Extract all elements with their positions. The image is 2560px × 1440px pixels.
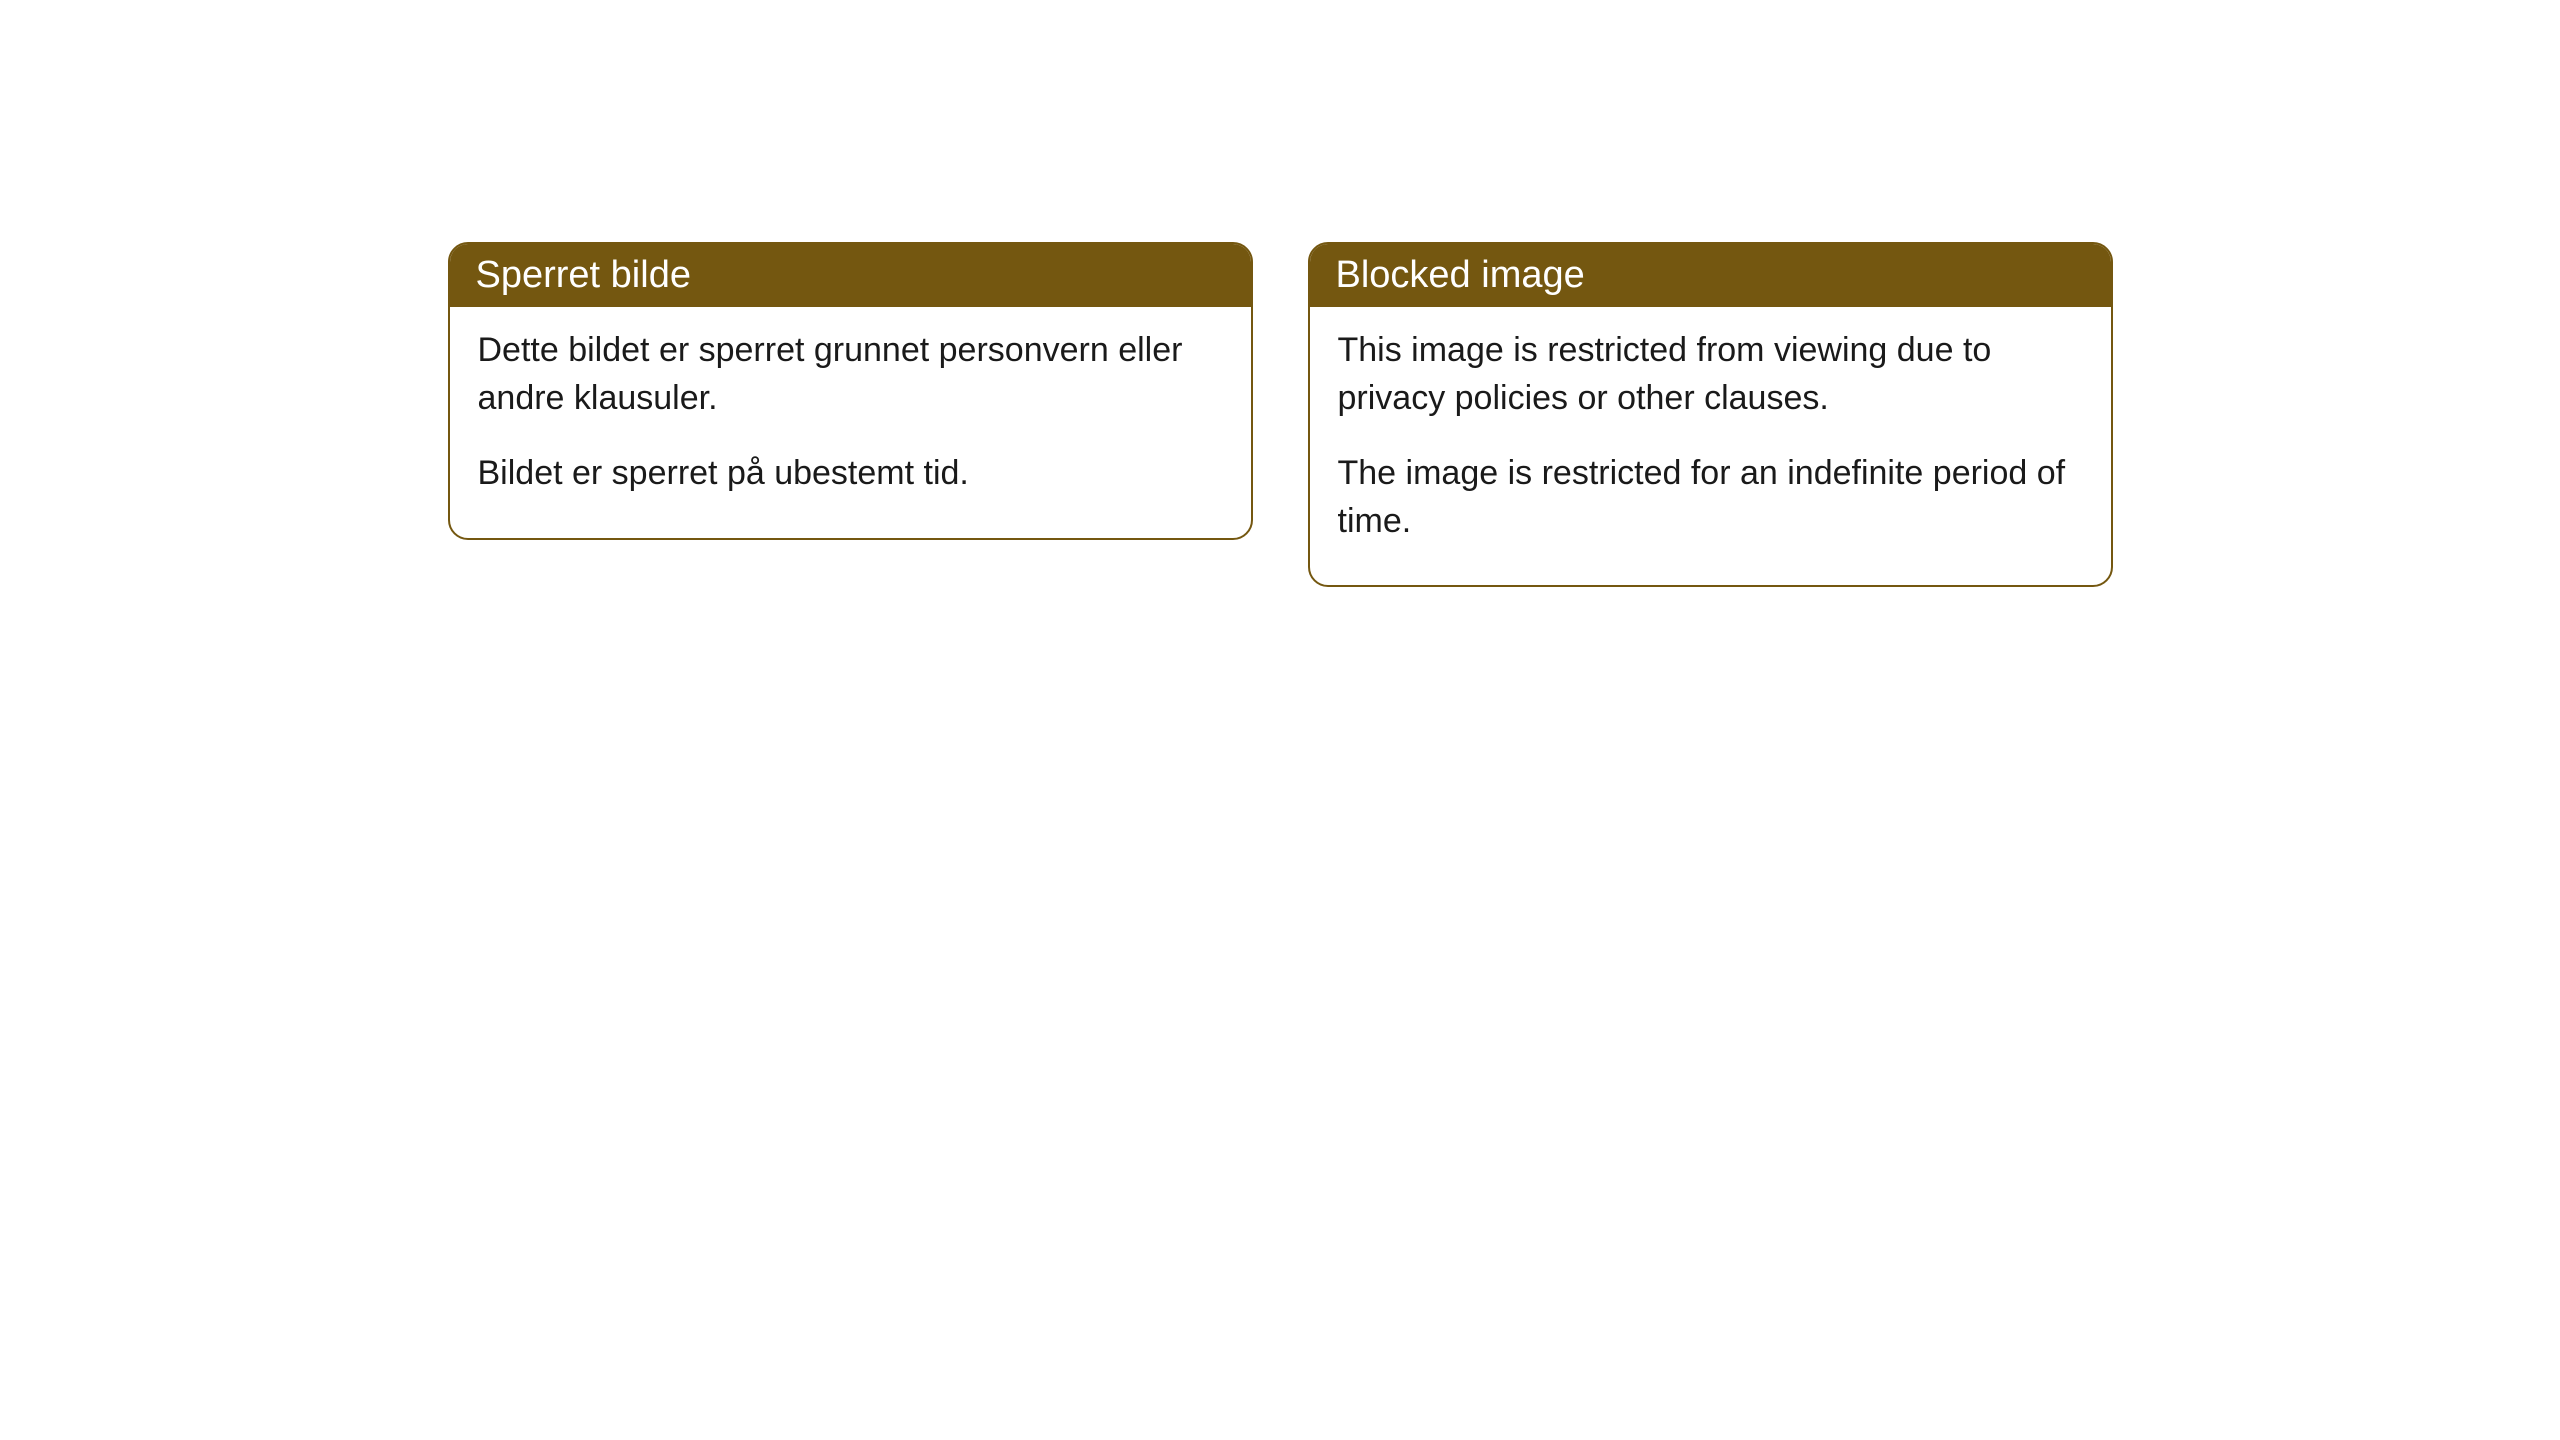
card-header-english: Blocked image bbox=[1310, 244, 2111, 307]
card-body-english: This image is restricted from viewing du… bbox=[1310, 307, 2111, 585]
card-title: Sperret bilde bbox=[476, 254, 691, 296]
card-paragraph: Bildet er sperret på ubestemt tid. bbox=[478, 450, 1223, 498]
card-paragraph: Dette bildet er sperret grunnet personve… bbox=[478, 327, 1223, 422]
card-title: Blocked image bbox=[1336, 254, 1585, 296]
card-paragraph: The image is restricted for an indefinit… bbox=[1338, 450, 2083, 545]
blocked-image-card-norwegian: Sperret bilde Dette bildet er sperret gr… bbox=[448, 242, 1253, 540]
card-paragraph: This image is restricted from viewing du… bbox=[1338, 327, 2083, 422]
blocked-image-card-english: Blocked image This image is restricted f… bbox=[1308, 242, 2113, 587]
card-header-norwegian: Sperret bilde bbox=[450, 244, 1251, 307]
card-body-norwegian: Dette bildet er sperret grunnet personve… bbox=[450, 307, 1251, 538]
cards-container: Sperret bilde Dette bildet er sperret gr… bbox=[448, 242, 2113, 1440]
